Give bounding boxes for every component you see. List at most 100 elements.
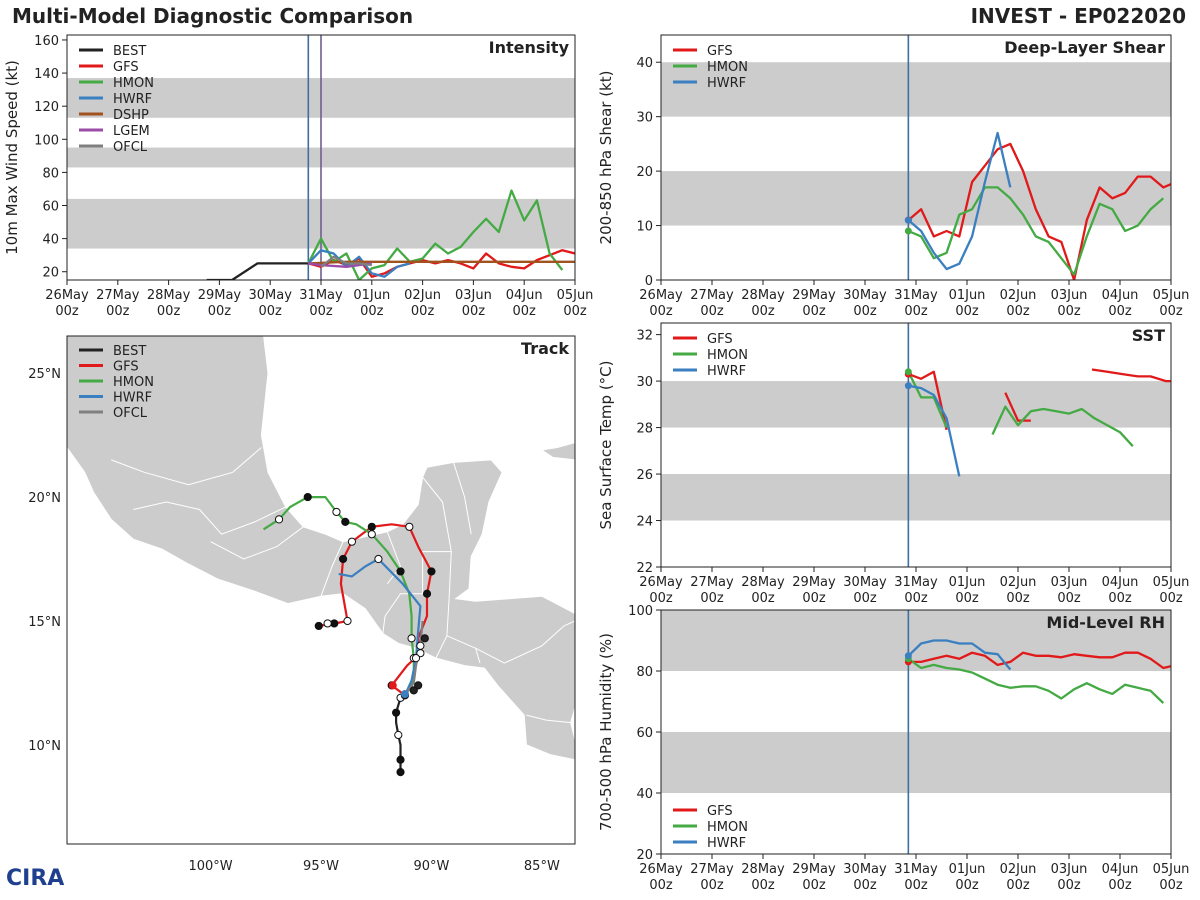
x-tick-label: 01Jun <box>949 288 986 303</box>
lat-tick-label: 25°N <box>28 367 61 382</box>
axes-frame <box>66 335 576 845</box>
series-line-hmon <box>991 405 1134 447</box>
x-tick-label: 26May <box>639 288 683 303</box>
legend-label-hmon: HMON <box>113 76 154 91</box>
x-tick-label: 27May <box>690 575 734 590</box>
x-tick-label-hour: 00z <box>462 304 486 319</box>
legend-label-hmon: HMON <box>707 60 748 75</box>
series-line-hwrf <box>307 249 411 278</box>
country-border <box>210 526 304 560</box>
x-tick-label: 03Jun <box>1051 575 1088 590</box>
y-tick-label: 100 <box>34 133 59 148</box>
legend-label-dshp: DSHP <box>113 108 149 123</box>
x-tick-label-hour: 00z <box>802 591 826 606</box>
series-line-hmon <box>907 371 948 429</box>
y-tick-label: 24 <box>636 515 653 530</box>
series-line-dshp <box>308 260 575 265</box>
start-marker-hmon <box>904 227 912 235</box>
x-tick-label-hour: 00z <box>1159 591 1183 606</box>
x-tick-label-hour: 00z <box>904 304 928 319</box>
x-tick-label: 27May <box>96 288 140 303</box>
x-tick-label-hour: 00z <box>563 304 587 319</box>
country-border <box>320 541 344 597</box>
legend-label-hwrf: HWRF <box>113 92 152 107</box>
lat-tick-label: 10°N <box>28 739 61 754</box>
x-tick-label-hour: 00z <box>309 304 333 319</box>
legend-label-gfs: GFS <box>707 332 733 347</box>
country-border <box>386 531 402 585</box>
track-marker-hmon <box>341 517 350 526</box>
x-tick-label: 02Jun <box>404 288 441 303</box>
track-marker-gfs <box>427 567 436 576</box>
x-tick-label-hour: 00z <box>955 304 979 319</box>
series-line-best <box>206 262 309 280</box>
x-tick-label-hour: 00z <box>802 304 826 319</box>
x-tick-label-hour: 00z <box>1108 304 1132 319</box>
x-tick-label-hour: 00z <box>649 591 673 606</box>
country-border <box>526 714 571 724</box>
track-marker-gfs <box>314 621 323 631</box>
track-marker-gfs <box>422 589 432 598</box>
x-tick-label-hour: 00z <box>513 304 537 319</box>
series-line-hwrf <box>907 131 1012 271</box>
lon-tick-label: 90°W <box>413 859 449 874</box>
legend-label-ofcl: OFCL <box>113 406 148 421</box>
x-tick-label-hour: 00z <box>1108 591 1132 606</box>
series-group <box>904 639 1171 704</box>
x-tick-label-hour: 00z <box>700 591 724 606</box>
x-tick-label-hour: 00z <box>208 304 232 319</box>
x-tick-label: 28May <box>147 288 191 303</box>
map-group <box>67 336 575 844</box>
x-tick-label: 26May <box>639 862 683 877</box>
land-cuba <box>540 442 575 461</box>
panel-title: Track <box>521 339 569 358</box>
y-tick-label: 140 <box>34 67 59 82</box>
x-tick-label: 02Jun <box>1000 862 1037 877</box>
y-tick-label: 30 <box>636 111 653 126</box>
legend-label-hwrf: HWRF <box>707 76 746 91</box>
x-tick-label: 27May <box>690 288 734 303</box>
lat-tick-label: 20°N <box>28 491 61 506</box>
x-tick-label-hour: 00z <box>1108 878 1132 893</box>
x-tick-label-hour: 00z <box>157 304 181 319</box>
track-start-gfs <box>388 681 397 690</box>
x-tick-label: 04Jun <box>506 288 543 303</box>
x-tick-label-hour: 00z <box>955 591 979 606</box>
series-line-lgem <box>308 262 372 268</box>
series-line-gfs <box>908 651 1171 670</box>
start-marker-hwrf <box>904 382 912 390</box>
x-tick-label: 28May <box>741 288 785 303</box>
track-marker-gfs <box>405 522 414 531</box>
x-tick-label-hour: 00z <box>700 304 724 319</box>
x-tick-label-hour: 00z <box>1057 591 1081 606</box>
track-marker-hmon <box>367 530 376 539</box>
x-tick-label: 31May <box>299 288 343 303</box>
chart-intensity: 2040608010012014016026May00z27May00z28Ma… <box>3 34 593 319</box>
track-marker-gfs <box>330 619 339 628</box>
track-marker-gfs <box>323 619 332 628</box>
track-marker-gfs <box>343 616 352 626</box>
legend-label-hmon: HMON <box>707 348 748 363</box>
y-tick-label: 0 <box>645 274 653 289</box>
y-tick-label: 26 <box>636 468 653 483</box>
x-tick-label: 04Jun <box>1102 862 1139 877</box>
start-marker-hwrf <box>904 652 912 660</box>
x-tick-label-hour: 00z <box>853 878 877 893</box>
y-tick-label: 28 <box>636 422 653 437</box>
start-marker-hmon <box>904 368 912 376</box>
x-tick-label: 29May <box>792 288 836 303</box>
track-marker-hmon <box>396 567 405 576</box>
shading-band <box>661 474 1171 521</box>
track-marker-gfs <box>338 554 348 564</box>
y-tick-label: 60 <box>636 726 653 741</box>
y-tick-label: 40 <box>636 56 653 71</box>
x-tick-label-hour: 00z <box>751 591 775 606</box>
lon-tick-label: 85°W <box>524 859 560 874</box>
x-tick-label: 01Jun <box>949 575 986 590</box>
legend-label-gfs: GFS <box>707 804 733 819</box>
track-marker-gfs <box>347 537 357 546</box>
y-tick-label: 120 <box>34 100 59 115</box>
legend-label-best: BEST <box>113 44 146 59</box>
series-line-hwrf <box>907 639 1012 671</box>
x-tick-label-hour: 00z <box>649 878 673 893</box>
